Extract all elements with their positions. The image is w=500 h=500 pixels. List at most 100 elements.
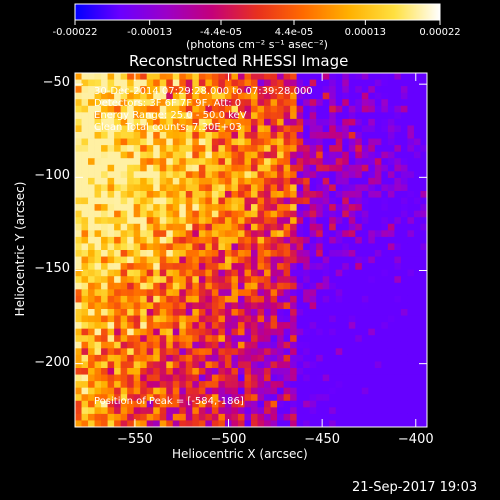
heatmap-cell [329,197,337,205]
heatmap-cell [127,118,135,126]
heatmap-cell [348,368,356,375]
heatmap-cell [316,361,324,369]
heatmap-cell [368,204,376,212]
heatmap-cell [237,217,245,225]
heatmap-cell [335,400,343,408]
heatmap-cell [394,263,402,271]
heatmap-cell [127,132,135,139]
heatmap-cell [368,354,376,362]
heatmap-cell [303,335,311,343]
heatmap-cell [277,361,284,369]
heatmap-cell [413,145,421,153]
heatmap-cell [244,256,252,264]
heatmap-cell [185,263,193,271]
heatmap-cell [88,73,95,80]
heatmap-cell [120,204,128,212]
heatmap-cell [322,197,330,205]
heatmap-cell [270,86,278,94]
heatmap-cell [114,118,122,126]
heatmap-cell [348,348,356,356]
heatmap-cell [296,112,304,120]
heatmap-cell [244,407,252,415]
heatmap-cell [231,302,239,310]
heatmap-cell [394,138,402,146]
heatmap-cell [179,204,187,212]
heatmap-cell [166,99,174,107]
heatmap-cell [192,151,200,159]
heatmap-cell [309,99,317,107]
heatmap-cell [283,341,291,349]
heatmap-cell [224,125,232,133]
heatmap-cell [374,354,382,362]
heatmap-cell [342,125,350,133]
heatmap-cell [270,394,278,402]
heatmap-cell [355,407,363,415]
heatmap-cell [335,420,343,428]
heatmap-cell [277,289,284,297]
heatmap-cell [211,177,219,185]
heatmap-cell [211,164,219,172]
heatmap-cell [296,315,304,323]
heatmap-cell [140,315,148,323]
heatmap-cell [153,256,161,264]
heatmap-cell [179,250,187,257]
heatmap-cell [342,354,350,362]
heatmap-cell [127,217,135,225]
heatmap-cell [159,328,167,336]
heatmap-cell [140,354,148,362]
heatmap-cell [296,99,304,107]
heatmap-cell [387,151,395,159]
heatmap-cell [361,236,369,244]
heatmap-cell [283,92,291,100]
heatmap-cell [218,92,226,100]
heatmap-cell [107,145,115,153]
heatmap-cell [140,73,148,80]
heatmap-cell [342,250,350,257]
heatmap-cell [407,295,415,303]
heatmap-cell [211,289,219,297]
heatmap-cell [420,276,428,284]
heatmap-cell [296,420,304,428]
heatmap-cell [114,105,122,113]
heatmap-cell [127,335,135,343]
heatmap-cell [309,400,317,408]
heatmap-cell [153,413,161,421]
heatmap-cell [75,381,82,389]
heatmap-cell [303,125,311,133]
heatmap-cell [277,381,284,389]
heatmap-cell [244,348,252,356]
heatmap-cell [140,348,148,356]
heatmap-cell [218,112,226,120]
heatmap-cell [114,289,122,297]
heatmap-cell [394,217,402,225]
heatmap-cell [277,171,284,179]
heatmap-cell [335,105,343,113]
heatmap-cell [205,151,213,159]
heatmap-cell [101,295,108,303]
heatmap-cell [407,99,415,107]
heatmap-cell [172,230,180,238]
heatmap-cell [81,105,89,113]
heatmap-cell [303,145,311,153]
heatmap-cell [159,230,167,238]
heatmap-cell [348,73,356,80]
heatmap-cell [413,99,421,107]
heatmap-cell [159,263,167,271]
heatmap-cell [348,171,356,179]
heatmap-cell [361,322,369,330]
heatmap-cell [237,92,245,100]
heatmap-cell [348,105,356,113]
heatmap-cell [224,223,232,231]
heatmap-cell [185,289,193,297]
heatmap-cell [166,289,174,297]
heatmap-cell [348,374,356,382]
heatmap-cell [270,73,278,80]
heatmap-cell [94,394,102,402]
heatmap-cell [322,354,330,362]
heatmap-cell [120,263,128,271]
heatmap-cell [244,99,252,107]
heatmap-cell [420,99,428,107]
heatmap-cell [387,79,395,87]
heatmap-cell [348,230,356,238]
heatmap-cell [257,79,265,87]
